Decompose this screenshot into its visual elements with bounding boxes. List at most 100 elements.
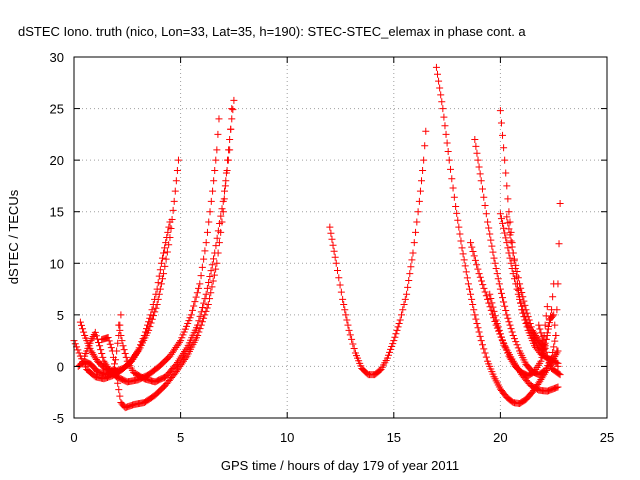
data-point (413, 218, 421, 226)
data-point (227, 125, 235, 133)
data-point (205, 218, 213, 226)
data-point (158, 275, 166, 283)
x-tick-label: 0 (70, 430, 77, 445)
data-point (198, 318, 206, 326)
data-point (458, 244, 466, 252)
data-point (517, 284, 525, 292)
data-point (442, 130, 450, 138)
data-point (542, 348, 550, 356)
data-point (191, 298, 199, 306)
data-point (221, 187, 229, 195)
data-point (222, 177, 230, 185)
data-point (207, 289, 215, 297)
data-point (499, 294, 507, 302)
data-point (491, 312, 499, 320)
data-point (162, 255, 170, 263)
data-point (79, 325, 87, 333)
y-tick-label: 0 (57, 359, 64, 374)
data-point (492, 264, 500, 272)
data-point (408, 256, 416, 264)
data-point (95, 338, 103, 346)
data-point (164, 228, 172, 236)
data-point (396, 316, 404, 324)
data-point (556, 199, 564, 207)
data-point (415, 197, 423, 205)
data-point (201, 295, 209, 303)
data-point (556, 371, 564, 379)
data-point (163, 248, 171, 256)
data-point (416, 187, 424, 195)
series-7 (326, 127, 430, 379)
data-point (217, 212, 225, 220)
series-14 (486, 290, 562, 380)
data-point (537, 329, 545, 337)
data-point (500, 298, 508, 306)
data-point (197, 308, 205, 316)
data-point (349, 340, 357, 348)
data-point (212, 242, 220, 250)
data-point (550, 343, 558, 351)
data-point (502, 346, 510, 354)
data-point (407, 263, 415, 271)
data-point (449, 184, 457, 192)
data-point (522, 306, 530, 314)
data-point (210, 271, 218, 279)
data-point (490, 254, 498, 262)
x-tick-label: 25 (600, 430, 614, 445)
data-point (168, 215, 176, 223)
data-point (390, 337, 398, 345)
data-point (330, 247, 338, 255)
data-point (478, 185, 486, 193)
data-point (496, 107, 504, 115)
data-point (120, 346, 128, 354)
data-point (549, 312, 557, 320)
data-point (504, 349, 512, 357)
data-point (226, 136, 234, 144)
data-point (328, 235, 336, 243)
data-point (444, 148, 452, 156)
data-point (514, 290, 522, 298)
data-point (468, 243, 476, 251)
data-point (399, 306, 407, 314)
data-point (331, 253, 339, 261)
data-point (495, 280, 503, 288)
data-point (549, 349, 557, 357)
data-point (206, 208, 214, 216)
data-point (77, 321, 85, 329)
data-point (464, 280, 472, 288)
data-point (516, 280, 524, 288)
data-point (503, 182, 511, 190)
data-point (503, 213, 511, 221)
plot-frame (73, 56, 608, 419)
data-point (513, 341, 521, 349)
data-point (400, 301, 408, 309)
data-point (502, 234, 510, 242)
data-point (441, 122, 449, 130)
data-point (505, 318, 513, 326)
data-point (480, 345, 488, 353)
data-point (397, 311, 405, 319)
data-point (175, 338, 183, 346)
data-point (105, 337, 113, 345)
data-point (201, 311, 209, 319)
data-point (554, 362, 562, 370)
data-point (503, 239, 511, 247)
data-point (183, 322, 191, 330)
data-point (152, 304, 160, 312)
data-point (551, 321, 559, 329)
data-point (334, 267, 342, 275)
data-point (452, 203, 460, 211)
data-point (187, 311, 195, 319)
data-point (510, 255, 518, 263)
data-point (96, 342, 104, 350)
data-point (218, 205, 226, 213)
data-point (470, 252, 478, 260)
data-point (202, 290, 210, 298)
data-point (115, 321, 123, 329)
data-point (213, 146, 221, 154)
data-point (114, 339, 122, 347)
data-point (80, 328, 88, 336)
data-point (76, 318, 84, 326)
data-point (343, 316, 351, 324)
data-point (549, 293, 557, 301)
